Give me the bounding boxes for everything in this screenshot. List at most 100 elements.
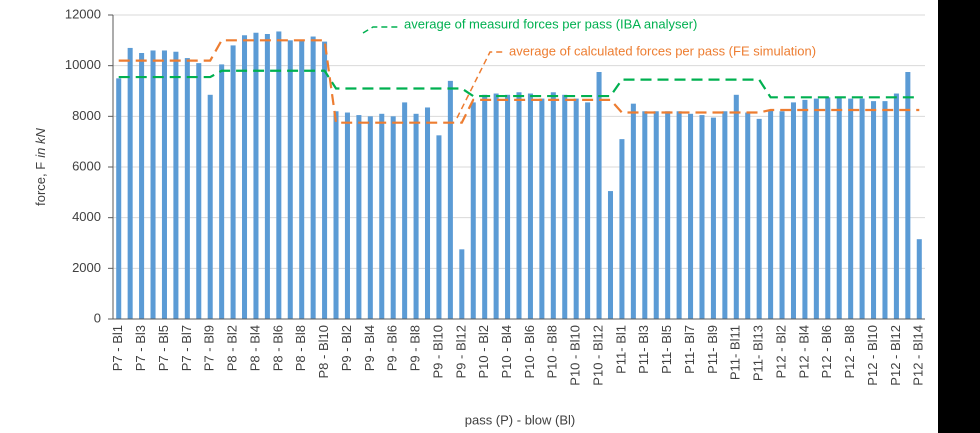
bar bbox=[196, 63, 202, 320]
x-tick-label: P12 - Bl4 bbox=[796, 325, 811, 378]
x-tick-label: P7 - Bl9 bbox=[202, 325, 217, 371]
x-tick-label: P12 - Bl12 bbox=[888, 325, 903, 386]
y-axis-title: force, F in kN bbox=[33, 128, 48, 206]
bar bbox=[219, 64, 225, 320]
bar bbox=[161, 50, 167, 319]
bar bbox=[768, 110, 774, 319]
bar bbox=[825, 97, 831, 319]
average-line bbox=[118, 39, 920, 124]
x-tick-label: P9 - Bl6 bbox=[385, 325, 400, 371]
x-tick-label: P9 - Bl4 bbox=[362, 325, 377, 371]
side-strip bbox=[938, 0, 980, 433]
bar bbox=[505, 94, 511, 319]
x-tick-label: P8 - Bl8 bbox=[293, 325, 308, 371]
x-tick-label: P7 - Bl1 bbox=[110, 325, 125, 371]
bar bbox=[893, 93, 899, 320]
bar bbox=[516, 92, 522, 320]
bar bbox=[550, 92, 556, 320]
y-tick-label: 4000 bbox=[72, 209, 101, 224]
leader bbox=[456, 51, 505, 119]
bar bbox=[139, 53, 145, 319]
x-tick-label: P11- Bl9 bbox=[705, 325, 720, 374]
bar bbox=[859, 98, 865, 319]
x-tick-label: P11- Bl5 bbox=[659, 325, 674, 374]
bar bbox=[230, 45, 236, 320]
bar bbox=[756, 118, 762, 319]
x-tick-label: P11- Bl7 bbox=[682, 325, 697, 374]
bar bbox=[333, 111, 339, 320]
bar bbox=[482, 94, 488, 319]
bar bbox=[813, 98, 819, 319]
x-tick-label: P9 - Bl8 bbox=[408, 325, 423, 371]
x-tick-label: P12 - Bl8 bbox=[842, 325, 857, 378]
x-tick-label: P9 - Bl10 bbox=[430, 325, 445, 378]
average-line bbox=[118, 69, 920, 99]
bar bbox=[573, 98, 579, 319]
annotation: average of calculated forces per pass (F… bbox=[509, 43, 816, 58]
bar bbox=[779, 111, 785, 320]
bar bbox=[653, 111, 659, 320]
bar bbox=[585, 102, 591, 320]
bar bbox=[253, 32, 259, 319]
bar bbox=[688, 113, 694, 319]
bar bbox=[882, 101, 888, 319]
x-tick-label: P12 - Bl2 bbox=[773, 325, 788, 378]
y-tick-label: 12000 bbox=[65, 6, 101, 21]
x-tick-label: P10 - Bl6 bbox=[522, 325, 537, 378]
annotation: average of measurd forces per pass (IBA … bbox=[404, 16, 697, 31]
bar bbox=[116, 78, 122, 319]
bar bbox=[642, 111, 648, 320]
bar bbox=[802, 99, 808, 319]
bar bbox=[562, 94, 568, 319]
bar bbox=[665, 111, 671, 320]
x-tick-label: P8 - Bl2 bbox=[225, 325, 240, 371]
x-tick-label: P11- Bl11 bbox=[728, 325, 743, 380]
bar bbox=[184, 58, 190, 320]
bar bbox=[424, 107, 431, 319]
annotations: average of measurd forces per pass (IBA … bbox=[362, 16, 816, 119]
y-label: force, F bbox=[33, 162, 48, 206]
y-tick-label: 2000 bbox=[72, 260, 101, 275]
bar bbox=[527, 93, 533, 320]
bar bbox=[596, 72, 602, 319]
bar bbox=[367, 116, 373, 319]
x-tick-label: P12 - Bl6 bbox=[819, 325, 834, 378]
x-tick-label: P8 - Bl6 bbox=[270, 325, 285, 371]
bar bbox=[150, 50, 156, 319]
x-tick-label: P10 - Bl10 bbox=[568, 325, 583, 386]
bar bbox=[710, 117, 716, 319]
x-tick-label: P12 - Bl10 bbox=[865, 325, 880, 386]
bar bbox=[470, 102, 476, 320]
bar bbox=[436, 135, 442, 319]
bar bbox=[413, 113, 419, 319]
leader bbox=[362, 26, 400, 34]
bar bbox=[916, 239, 922, 319]
x-tick-label: P10 - Bl2 bbox=[476, 325, 491, 378]
bar bbox=[836, 97, 842, 319]
x-tick-label: P9 - Bl12 bbox=[453, 325, 468, 378]
x-tick-label: P7 - Bl5 bbox=[156, 325, 171, 371]
bar bbox=[127, 47, 133, 319]
x-tick-label: P7 - Bl7 bbox=[179, 325, 194, 371]
bar bbox=[344, 112, 350, 320]
bar bbox=[356, 115, 362, 319]
bar bbox=[379, 113, 385, 319]
bar bbox=[630, 103, 636, 320]
bar bbox=[459, 249, 465, 319]
x-tick-label: P12 - Bl14 bbox=[911, 325, 926, 386]
bar bbox=[276, 31, 282, 319]
y-tick-label: 10000 bbox=[65, 57, 101, 72]
x-tick-label: P11- Bl1 bbox=[613, 325, 628, 374]
bar bbox=[790, 102, 796, 320]
x-tick-label: P10 - Bl12 bbox=[590, 325, 605, 386]
x-tick-label: P7 - Bl3 bbox=[133, 325, 148, 371]
bar bbox=[402, 102, 408, 320]
y-tick-label: 6000 bbox=[72, 158, 101, 173]
y-label-unit: in kN bbox=[33, 128, 48, 158]
bar bbox=[676, 111, 682, 320]
bar bbox=[722, 111, 728, 320]
bar bbox=[733, 94, 739, 319]
x-axis-title: pass (P) - blow (Bl) bbox=[465, 412, 576, 427]
